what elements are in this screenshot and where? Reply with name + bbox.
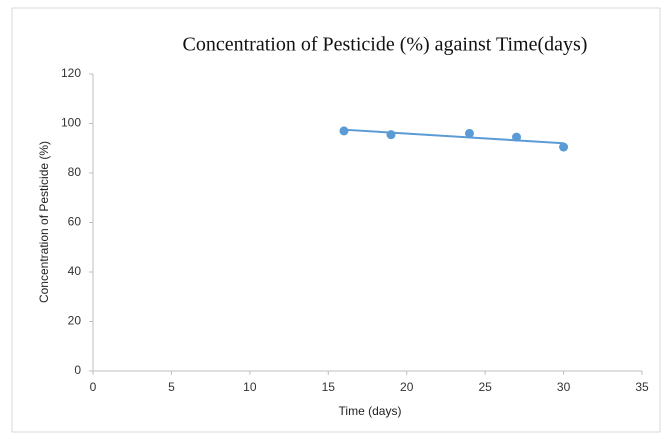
x-tick-label: 25 <box>478 380 492 394</box>
point <box>464 128 474 138</box>
y-tick-label: 0 <box>74 363 81 377</box>
y-tick-label: 60 <box>68 215 82 229</box>
x-tick-label: 30 <box>557 380 571 394</box>
x-tick-label: 0 <box>90 380 97 394</box>
x-tick-label: 20 <box>400 380 414 394</box>
y-axis-title: Concentration of Pesticide (%) <box>37 141 51 303</box>
y-tick-label: 80 <box>68 165 82 179</box>
y-tick-label: 100 <box>61 116 81 130</box>
chart-title: Concentration of Pesticide (%) against T… <box>183 34 588 56</box>
point <box>339 126 349 136</box>
point <box>386 130 396 140</box>
x-tick-label: 35 <box>635 380 649 394</box>
trendline <box>343 128 564 145</box>
x-tick-label: 5 <box>168 380 175 394</box>
chart-frame <box>11 7 661 433</box>
y-tick-label: 120 <box>61 66 81 80</box>
x-axis-title: Time (days) <box>339 404 402 418</box>
y-tick-label: 40 <box>68 264 82 278</box>
point <box>559 142 569 152</box>
point <box>512 132 522 142</box>
x-tick-label: 15 <box>322 380 336 394</box>
y-tick-label: 20 <box>68 314 82 328</box>
x-tick-label: 10 <box>243 380 257 394</box>
